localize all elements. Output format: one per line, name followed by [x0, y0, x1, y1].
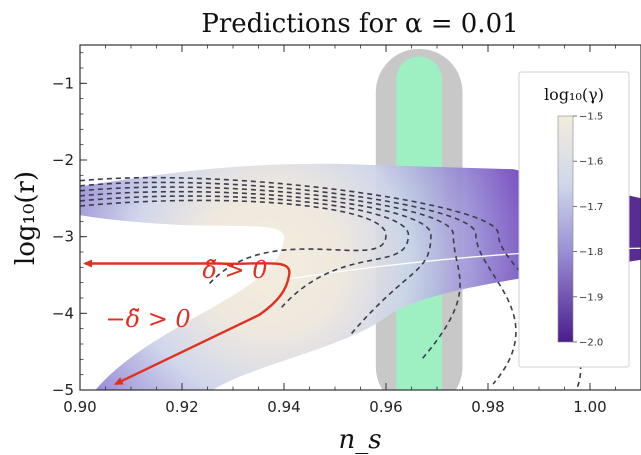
x-axis-label: n_s	[338, 425, 381, 455]
x-tick-label: 0.98	[471, 398, 504, 416]
arrow-negative-delta	[113, 274, 291, 385]
x-tick-label: 0.94	[267, 398, 300, 416]
x-tick-label: 1.00	[573, 398, 606, 416]
x-tick-label: 0.90	[63, 398, 96, 416]
colorbar-tick-label: −1.9	[579, 292, 603, 303]
annotations: δ̃ > 0 −δ̃ > 0	[83, 256, 291, 385]
y-tick-label: −2	[52, 151, 74, 169]
contour-line-4	[80, 186, 461, 360]
x-axis-ticks: 0.90 0.92 0.94 0.96 0.98 1.00	[63, 45, 641, 416]
colorbar-tick-label: −2.0	[579, 338, 603, 349]
colorbar-box	[518, 71, 630, 368]
arrow-positive-delta	[83, 259, 291, 276]
colorbar-legend: log₁₀(γ) −1.5 −1.6 −1.7 −1.8 −1.9 −2.0	[518, 71, 630, 368]
y-axis-ticks: −5 −4 −3 −2 −1	[52, 52, 87, 399]
annotation-positive-delta: δ̃ > 0	[202, 256, 267, 284]
colorbar-title: log₁₀(γ)	[544, 85, 604, 104]
y-tick-label: −5	[52, 381, 74, 399]
colorbar-tick-label: −1.6	[579, 157, 603, 168]
contour-line-3	[80, 190, 432, 336]
colorbar-gradient	[557, 115, 574, 343]
colorbar-ticks: −1.5 −1.6 −1.7 −1.8 −1.9 −2.0	[573, 112, 603, 349]
y-tick-label: −1	[52, 74, 74, 92]
contour-line-1	[80, 199, 387, 287]
x-tick-label: 0.96	[369, 398, 402, 416]
annotation-negative-delta: −δ̃ > 0	[106, 305, 191, 333]
contour-line-2	[80, 195, 410, 311]
contour-line-5	[80, 181, 517, 385]
y-tick-label: −4	[52, 304, 74, 322]
colorbar-tick-label: −1.5	[579, 112, 603, 123]
y-axis-label: log₁₀(r)	[11, 171, 41, 265]
contour-line-6	[80, 176, 582, 390]
y-tick-label: −3	[52, 228, 74, 246]
x-tick-label: 0.92	[165, 398, 198, 416]
chart-title: Predictions for α = 0.01	[201, 9, 518, 39]
colorbar-tick-label: −1.7	[579, 202, 603, 213]
colorbar-tick-label: −1.8	[579, 247, 603, 258]
